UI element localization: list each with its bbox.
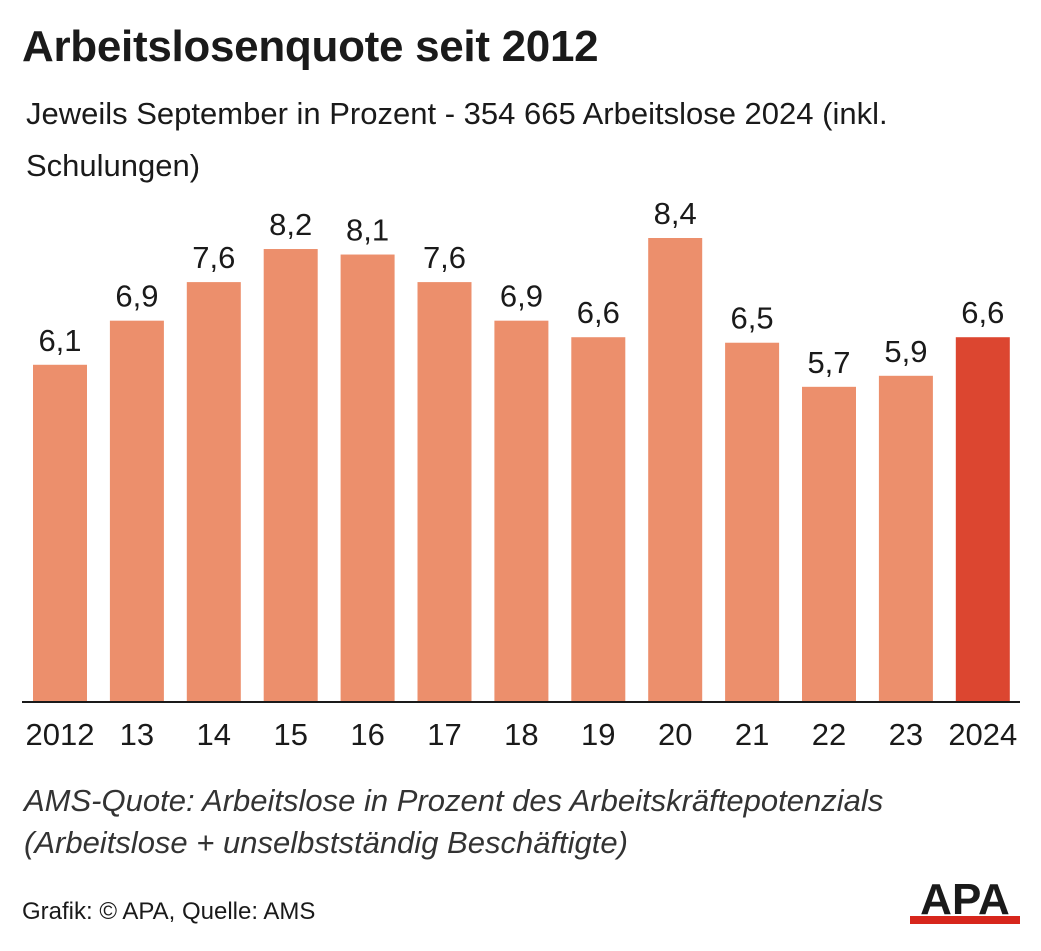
- x-tick-18: 18: [504, 717, 538, 752]
- x-tick-21: 21: [735, 717, 769, 752]
- bar-13: [109, 320, 164, 701]
- x-tick-17: 17: [427, 717, 461, 752]
- x-tick-23: 23: [889, 717, 923, 752]
- x-tick-20: 20: [658, 717, 692, 752]
- x-tick-19: 19: [581, 717, 615, 752]
- chart-subtitle: Jeweils September in Prozent - 354 665 A…: [26, 96, 888, 183]
- x-tick-14: 14: [197, 717, 231, 752]
- value-label-23: 5,9: [884, 334, 927, 369]
- bar-2024: [955, 337, 1010, 701]
- apa-logo: APA: [910, 878, 1020, 924]
- value-label-2012: 6,1: [38, 323, 81, 358]
- value-label-14: 7,6: [192, 240, 235, 275]
- x-tick-16: 16: [350, 717, 384, 752]
- bar-17: [417, 282, 472, 701]
- bar-22: [802, 386, 856, 701]
- value-label-22: 5,7: [807, 345, 850, 380]
- bar-14: [186, 282, 241, 701]
- bar-18: [494, 320, 549, 701]
- value-label-13: 6,9: [115, 279, 158, 314]
- chart-title: Arbeitslosenquote seit 2012: [22, 22, 599, 71]
- bar-23: [878, 375, 933, 701]
- bar-20: [648, 238, 703, 701]
- bar-19: [571, 337, 626, 701]
- x-tick-2012: 2012: [26, 717, 95, 752]
- x-tick-2024: 2024: [948, 717, 1017, 752]
- x-tick-15: 15: [273, 717, 307, 752]
- value-label-19: 6,6: [577, 295, 620, 330]
- x-tick-13: 13: [120, 717, 154, 752]
- bar-15: [263, 249, 318, 701]
- bar-21: [725, 342, 780, 701]
- value-label-2024: 6,6: [961, 295, 1004, 330]
- bar-2012: [33, 364, 87, 701]
- bar-16: [340, 254, 395, 702]
- value-label-21: 6,5: [731, 301, 774, 336]
- source-credit: Grafik: © APA, Quelle: AMS: [22, 898, 316, 925]
- apa-logo-bar: [910, 916, 1020, 924]
- value-label-18: 6,9: [500, 279, 543, 314]
- chart-note: AMS-Quote: Arbeitslose in Prozent des Ar…: [24, 783, 884, 860]
- value-label-16: 8,1: [346, 213, 389, 248]
- value-label-15: 8,2: [269, 207, 312, 242]
- x-tick-22: 22: [812, 717, 846, 752]
- value-label-17: 7,6: [423, 240, 466, 275]
- value-label-20: 8,4: [654, 196, 697, 231]
